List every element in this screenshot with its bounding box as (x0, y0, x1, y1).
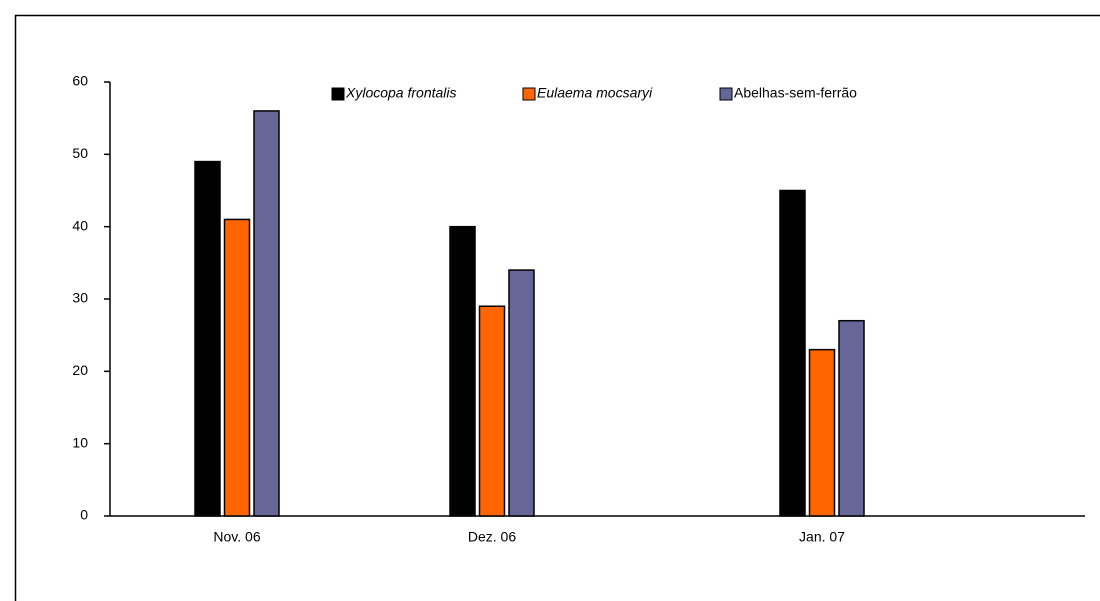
bar (449, 225, 476, 517)
legend-swatch (331, 87, 345, 101)
bar (508, 269, 535, 517)
y-tick-label: 10 (72, 434, 88, 450)
bar (253, 110, 280, 517)
x-tick-label: Nov. 06 (213, 529, 260, 545)
bar (808, 348, 836, 517)
y-tick-label: 20 (72, 362, 88, 378)
bar (194, 160, 221, 517)
bar (223, 218, 251, 517)
x-tick-label: Dez. 06 (468, 529, 516, 545)
y-tick-label: 0 (80, 507, 88, 523)
legend-swatch (522, 87, 536, 101)
chart-frame (14, 14, 1100, 601)
bar (779, 189, 806, 517)
y-tick-label: 50 (72, 145, 88, 161)
x-tick-label: Jan. 07 (799, 529, 845, 545)
legend-label: Abelhas-sem-ferrão (734, 85, 857, 101)
legend-label: Xylocopa frontalis (345, 85, 457, 101)
bar (838, 319, 865, 517)
legend-label: Eulaema mocsaryi (537, 85, 653, 101)
bar (478, 305, 506, 517)
legend-swatch (719, 87, 733, 101)
y-tick-label: 40 (72, 217, 88, 233)
y-tick-label: 30 (72, 290, 88, 306)
y-tick-label: 60 (72, 73, 88, 89)
